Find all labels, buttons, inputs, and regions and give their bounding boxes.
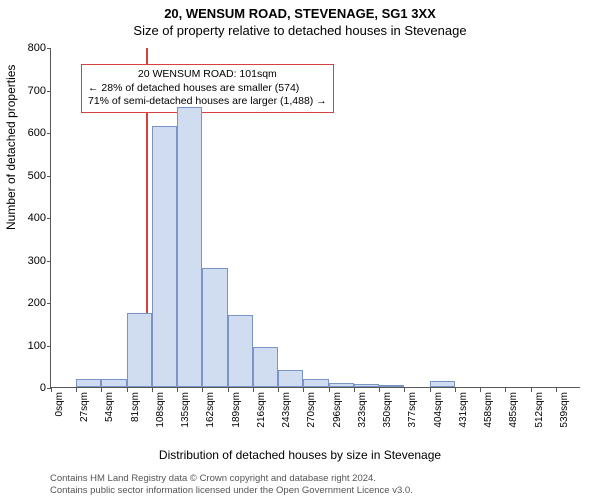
x-tick-mark — [379, 388, 380, 392]
y-tick-label: 400 — [16, 212, 46, 224]
y-tick-mark — [47, 133, 51, 134]
x-tick-label: 270sqm — [306, 392, 317, 428]
annotation-box: 20 WENSUM ROAD: 101sqm ← 28% of detached… — [81, 64, 334, 113]
x-tick-label: 243sqm — [281, 392, 292, 428]
y-tick-mark — [47, 261, 51, 262]
x-tick-mark — [303, 388, 304, 392]
y-tick-mark — [47, 48, 51, 49]
x-tick-mark — [556, 388, 557, 392]
x-tick-mark — [404, 388, 405, 392]
y-tick-label: 500 — [16, 170, 46, 182]
y-tick-label: 100 — [16, 340, 46, 352]
x-tick-label: 0sqm — [54, 392, 65, 416]
x-tick-mark — [228, 388, 229, 392]
y-tick-label: 300 — [16, 255, 46, 267]
x-tick-label: 377sqm — [407, 392, 418, 428]
x-tick-mark — [505, 388, 506, 392]
x-tick-label: 404sqm — [433, 392, 444, 428]
y-tick-mark — [47, 346, 51, 347]
histogram-bar — [278, 370, 303, 387]
x-tick-label: 162sqm — [205, 392, 216, 428]
x-tick-mark — [354, 388, 355, 392]
x-tick-label: 431sqm — [458, 392, 469, 428]
x-tick-mark — [531, 388, 532, 392]
y-tick-label: 700 — [16, 85, 46, 97]
histogram-bar — [354, 384, 379, 387]
histogram-bar — [379, 385, 404, 387]
annotation-line-2: ← 28% of detached houses are smaller (57… — [88, 82, 327, 96]
histogram-bar — [152, 126, 177, 387]
x-tick-label: 323sqm — [357, 392, 368, 428]
x-tick-mark — [430, 388, 431, 392]
x-tick-mark — [127, 388, 128, 392]
x-tick-label: 216sqm — [256, 392, 267, 428]
y-tick-label: 200 — [16, 297, 46, 309]
histogram-bar — [202, 268, 227, 387]
y-tick-label: 0 — [16, 382, 46, 394]
histogram-bar — [127, 313, 152, 387]
histogram-bar — [329, 383, 354, 387]
y-tick-mark — [47, 91, 51, 92]
page-title: 20, WENSUM ROAD, STEVENAGE, SG1 3XX — [0, 0, 600, 21]
x-tick-label: 54sqm — [104, 392, 115, 422]
histogram-bar — [253, 347, 278, 387]
x-tick-mark — [278, 388, 279, 392]
annotation-line-3: 71% of semi-detached houses are larger (… — [88, 95, 327, 109]
x-tick-mark — [152, 388, 153, 392]
x-tick-mark — [253, 388, 254, 392]
x-tick-mark — [76, 388, 77, 392]
y-tick-mark — [47, 218, 51, 219]
x-tick-label: 189sqm — [231, 392, 242, 428]
x-axis-label: Distribution of detached houses by size … — [0, 448, 600, 462]
footer-attribution: Contains HM Land Registry data © Crown c… — [50, 473, 413, 496]
chart-area: 20 WENSUM ROAD: 101sqm ← 28% of detached… — [50, 48, 580, 418]
histogram-bar — [228, 315, 253, 387]
x-tick-label: 27sqm — [79, 392, 90, 422]
x-tick-label: 135sqm — [180, 392, 191, 428]
x-tick-label: 485sqm — [508, 392, 519, 428]
x-tick-mark — [455, 388, 456, 392]
x-tick-mark — [101, 388, 102, 392]
histogram-bar — [303, 379, 328, 388]
histogram-bar — [76, 379, 101, 387]
x-tick-label: 350sqm — [382, 392, 393, 428]
histogram-bar — [101, 379, 126, 388]
x-tick-mark — [329, 388, 330, 392]
annotation-line-1: 20 WENSUM ROAD: 101sqm — [88, 68, 327, 82]
histogram-bar — [177, 107, 202, 388]
x-tick-mark — [480, 388, 481, 392]
y-tick-mark — [47, 176, 51, 177]
y-tick-label: 800 — [16, 42, 46, 54]
x-tick-mark — [202, 388, 203, 392]
x-tick-label: 539sqm — [559, 392, 570, 428]
footer-line-1: Contains HM Land Registry data © Crown c… — [50, 473, 413, 484]
x-tick-label: 458sqm — [483, 392, 494, 428]
x-tick-label: 512sqm — [534, 392, 545, 428]
plot-region: 20 WENSUM ROAD: 101sqm ← 28% of detached… — [50, 48, 580, 388]
x-tick-mark — [177, 388, 178, 392]
histogram-bar — [430, 381, 455, 387]
x-tick-label: 108sqm — [155, 392, 166, 428]
chart-subtitle: Size of property relative to detached ho… — [0, 21, 600, 38]
x-tick-mark — [51, 388, 52, 392]
y-tick-mark — [47, 303, 51, 304]
footer-line-2: Contains public sector information licen… — [50, 485, 413, 496]
x-tick-label: 296sqm — [332, 392, 343, 428]
x-tick-label: 81sqm — [130, 392, 141, 422]
y-tick-label: 600 — [16, 127, 46, 139]
